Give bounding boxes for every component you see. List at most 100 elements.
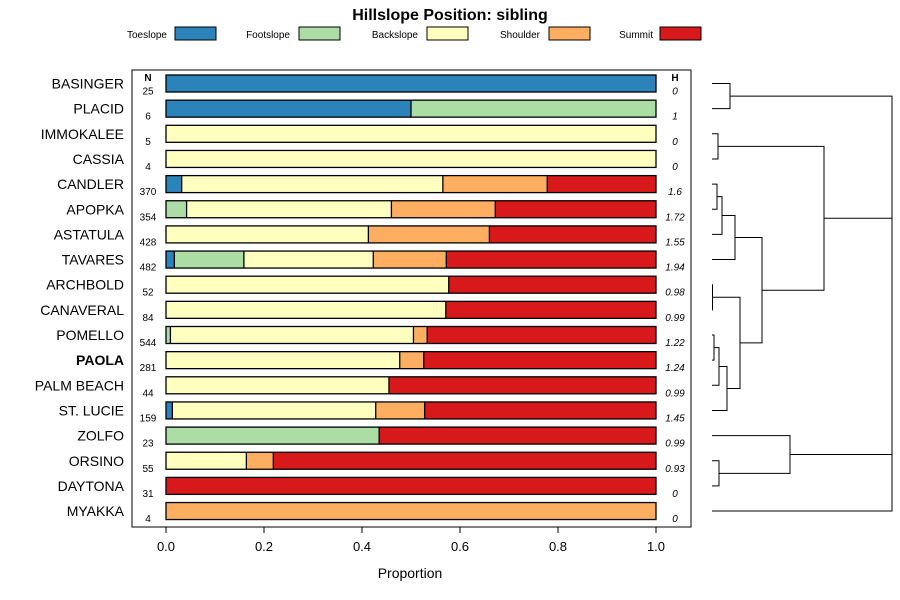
dendrogram-merge-m14 [718,145,825,291]
bar-segment-tavares-summit [446,251,656,269]
bar-segment-orsino-backslope [166,452,247,470]
n-value-basinger: 25 [142,87,154,98]
n-value-daytona: 31 [142,489,154,500]
bar-segment-pomello-shoulder [413,326,428,344]
n-value-orsino: 55 [142,464,154,475]
bar-outline-zolfo [165,426,657,445]
h-value-placid: 1 [672,112,678,123]
h-value-astatula: 1.55 [665,237,685,248]
h-value-canaveral: 0.99 [665,313,685,324]
x-tick-label-1: 0.2 [255,539,273,554]
n-value-candler: 370 [140,187,157,198]
n-value-paola: 281 [140,363,157,374]
bar-outline-basinger [165,74,657,93]
legend-swatch-shoulder [548,26,591,41]
legend-swatch-backslope [426,26,469,41]
bar-segment-apopka-backslope [186,200,392,218]
bar-segment-zolfo-footslope [166,427,380,445]
legend-label-shoulder: Shoulder [500,30,541,41]
dendrogram-merge-m1 [712,83,731,110]
h-value-zolfo: 0.99 [665,439,685,450]
bar-outline-st-lucie [165,401,657,420]
bar-segment-basinger-toeslope [166,75,656,92]
bar-segment-apopka-footslope [166,200,187,218]
legend-label-backslope: Backslope [372,30,419,41]
dendrogram-merge-m8 [712,460,720,487]
h-value-basinger: 0 [672,87,678,98]
bar-segment-paola-shoulder [399,351,424,369]
bar-segment-placid-footslope [411,100,656,118]
dendrogram [712,83,893,512]
bar-segment-canaveral-summit [445,301,656,319]
n-value-myakka: 4 [145,514,151,525]
h-value-apopka: 1.72 [665,212,685,223]
row-label-zolfo: ZOLFO [77,428,124,444]
h-value-palm-beach: 0.99 [665,388,685,399]
n-value-astatula: 428 [140,237,157,248]
bar-outline-cassia [165,149,657,169]
h-column-header: H [671,73,678,84]
legend: Toeslope Footslope Backslope Shoulder Summit [127,26,702,41]
legend-label-footslope: Footslope [246,30,290,41]
n-value-tavares: 482 [140,263,157,274]
row-label-tavares: TAVARES [62,252,124,268]
row-label-cassia: CASSIA [73,151,125,167]
dendrogram-merge-m16 [730,95,893,219]
x-axis-title: Proportion [378,565,443,581]
x-tick-label-4: 0.8 [549,539,567,554]
h-value-archbold: 0.98 [665,288,685,299]
bar-outline-paola [165,350,657,370]
x-tick-label-5: 1.0 [647,539,665,554]
x-axis: 0.0 0.2 0.4 0.6 0.8 1.0 [157,527,665,554]
bar-outline-candler [165,174,657,194]
bar-segment-tavares-footslope [174,251,244,269]
h-value-cassia: 0 [672,162,678,173]
bar-outline-myakka [165,501,657,521]
bar-segment-apopka-summit [495,200,656,218]
bar-segment-orsino-summit [273,452,656,470]
bar-outline-placid [165,99,657,118]
bar-segment-st-lucie-backslope [172,401,376,419]
dendrogram-merge-m12 [735,237,763,344]
legend-label-toeslope: Toeslope [127,30,167,41]
legend-swatch-footslope [298,26,341,41]
row-label-daytona: DAYTONA [58,478,125,494]
bar-segment-myakka-shoulder [166,502,656,520]
n-value-apopka: 354 [140,212,157,223]
bar-segment-candler-summit [547,175,656,193]
row-label-orsino: ORSINO [69,453,124,469]
h-value-immokalee: 0 [672,137,678,148]
dendrogram-merge-m6 [712,347,720,386]
bar-segment-paola-backslope [166,351,400,369]
bar-segment-tavares-shoulder [373,251,447,269]
h-value-myakka: 0 [672,514,678,525]
bar-segment-orsino-shoulder [246,452,274,470]
legend-label-summit: Summit [619,30,653,41]
h-value-daytona: 0 [672,489,678,500]
n-value-zolfo: 23 [142,439,154,450]
h-value-st-lucie: 1.45 [665,413,685,424]
n-value-immokalee: 5 [145,137,151,148]
dendrogram-merge-m11 [712,215,736,261]
bar-segment-canaveral-backslope [166,301,446,319]
row-label-paola: PAOLA [76,352,124,368]
bar-segment-paola-summit [423,351,656,369]
row-label-basinger: BASINGER [52,76,124,92]
dendrogram-merge-m4 [712,334,715,361]
n-value-palm-beach: 44 [142,388,154,399]
bar-segment-st-lucie-summit [424,401,656,419]
bar-segment-placid-toeslope [166,100,411,118]
bar-segment-palm-beach-backslope [166,376,389,394]
n-value-placid: 6 [145,112,151,123]
bar-segment-pomello-backslope [170,326,414,344]
bar-segment-tavares-toeslope [166,251,175,269]
bar-outline-orsino [165,451,657,470]
n-value-archbold: 52 [142,288,154,299]
bar-segment-pomello-footslope [166,326,171,344]
row-label-canaveral: CANAVERAL [40,302,124,318]
bar-segment-palm-beach-summit [388,376,656,394]
n-column-header: N [144,73,151,84]
bar-segment-archbold-backslope [166,276,449,294]
h-value-pomello: 1.22 [665,338,685,349]
